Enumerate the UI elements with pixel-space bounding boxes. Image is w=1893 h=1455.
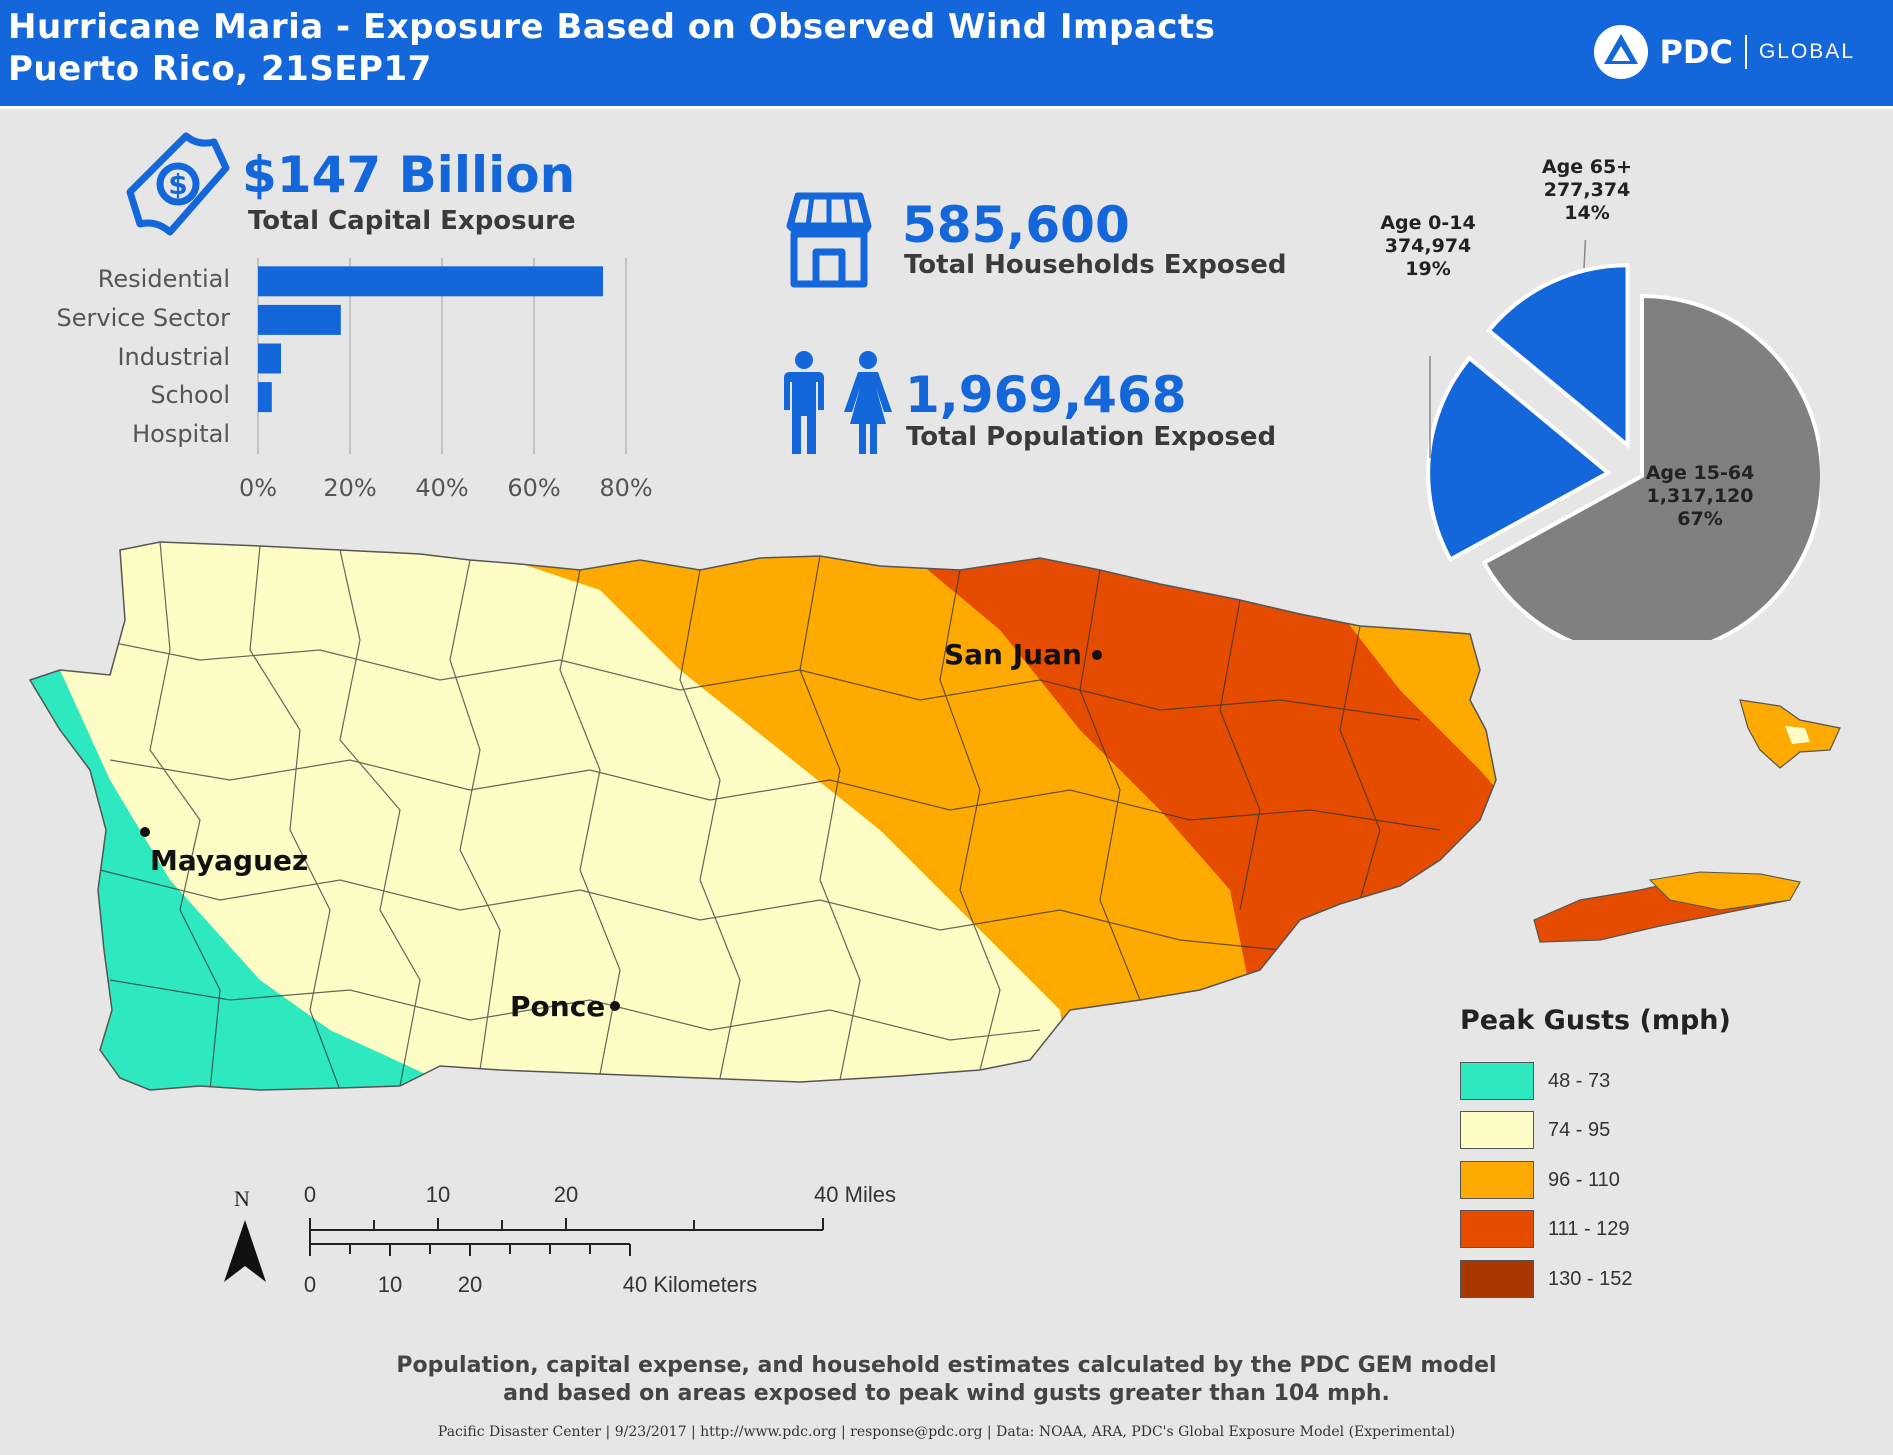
pie-leader-line	[1583, 240, 1587, 269]
wind-exposure-map	[28, 541, 1841, 1091]
city-label-mayaguez: Mayaguez	[150, 844, 309, 877]
legend-swatch	[1460, 1210, 1534, 1248]
logo-pdc-text: PDC	[1659, 33, 1733, 71]
mayaguez-dot	[140, 827, 150, 837]
households-label: Total Households Exposed	[904, 250, 1287, 280]
legend-item: 111 - 129	[1460, 1210, 1630, 1248]
bar-axis-tick-label: 20%	[323, 474, 377, 502]
page-title: Hurricane Maria - Exposure Based on Obse…	[8, 6, 1215, 90]
bar-category-label: Service Sector	[56, 303, 230, 332]
bar-category-label: Residential	[97, 265, 230, 294]
logo-global-text: GLOBAL	[1758, 40, 1855, 63]
scale-km-0: 0	[303, 1272, 317, 1297]
legend-label: 74 - 95	[1548, 1118, 1611, 1141]
bar-school	[258, 382, 272, 413]
bar-industrial	[258, 343, 281, 374]
legend-swatch	[1460, 1260, 1534, 1298]
vieques-east	[1648, 871, 1801, 911]
bar-category-label: Hospital	[132, 419, 230, 448]
legend-swatch	[1460, 1161, 1534, 1199]
scale-miles-0: 0	[303, 1182, 317, 1207]
pie-label-age65: Age 65+ 277,374 14%	[1541, 156, 1633, 224]
scale-miles-40: 40 Miles	[814, 1182, 896, 1207]
bar-category-label: Industrial	[117, 342, 230, 371]
title-line-2: Puerto Rico, 21SEP17	[8, 49, 432, 89]
legend-swatch	[1460, 1062, 1534, 1100]
footer-note-line-1: Population, capital expense, and househo…	[396, 1353, 1497, 1378]
north-arrow-icon	[224, 1220, 266, 1282]
capital-label: Total Capital Exposure	[248, 206, 576, 236]
city-label-san-juan: San Juan	[944, 638, 1082, 671]
bar-service-sector	[258, 304, 341, 335]
capital-value: $147 Billion	[242, 146, 576, 204]
money-bill-icon: $	[126, 132, 230, 236]
pie-chart-plot	[1426, 240, 1820, 640]
scale-km-10: 10	[377, 1272, 403, 1297]
pie-slice-age-65-	[1486, 263, 1630, 450]
zone-48-73	[30, 650, 460, 1090]
culebra-center	[1785, 726, 1810, 744]
puerto-rico-outline	[28, 541, 1497, 1091]
scale-km-40: 40 Kilometers	[622, 1272, 758, 1297]
pie-slice-age-0-14	[1426, 355, 1612, 563]
population-value: 1,969,468	[905, 366, 1187, 424]
bar-axis-tick-label: 80%	[599, 474, 653, 502]
store-icon	[786, 192, 872, 288]
legend-label: 111 - 129	[1548, 1217, 1630, 1240]
legend-label: 48 - 73	[1548, 1069, 1611, 1092]
header-bar: Hurricane Maria - Exposure Based on Obse…	[0, 0, 1893, 109]
bar-axis-tick-label: 60%	[507, 474, 561, 502]
pie-slice-age-15-64	[1481, 293, 1820, 640]
footer-note: Population, capital expense, and househo…	[0, 1352, 1893, 1408]
pie-label-age15-64: Age 15-64 1,317,120 67%	[1645, 462, 1755, 530]
bar-category-label: School	[150, 381, 230, 410]
legend-item: 74 - 95	[1460, 1111, 1610, 1149]
svg-text:$: $	[168, 168, 187, 201]
bar-chart-plot	[257, 258, 627, 454]
people-icon	[784, 351, 892, 454]
bar-axis-tick-label: 40%	[415, 474, 469, 502]
legend-item: 130 - 152	[1460, 1260, 1633, 1298]
households-value: 585,600	[902, 196, 1130, 254]
scale-bar-lines	[309, 1218, 824, 1256]
san-juan-dot	[1092, 650, 1102, 660]
logo-divider	[1744, 35, 1747, 69]
legend-label: 130 - 152	[1548, 1267, 1633, 1290]
legend-swatch	[1460, 1111, 1534, 1149]
municipal-boundaries	[99, 542, 1441, 1090]
legend-title: Peak Gusts (mph)	[1460, 1005, 1731, 1036]
city-label-ponce: Ponce	[510, 990, 606, 1023]
title-line-1: Hurricane Maria - Exposure Based on Obse…	[8, 7, 1216, 47]
ponce-dot	[610, 1001, 620, 1011]
scale-km-20: 20	[457, 1272, 483, 1297]
pdc-logo-icon	[1594, 25, 1649, 79]
legend-label: 96 - 110	[1548, 1168, 1620, 1191]
pdc-logo[interactable]: PDC GLOBAL	[1593, 22, 1855, 82]
north-label: N	[234, 1186, 250, 1211]
bar-residential	[258, 266, 603, 297]
legend-item: 48 - 73	[1460, 1062, 1610, 1100]
scale-miles-10: 10	[425, 1182, 451, 1207]
bar-axis-tick-label: 0%	[238, 474, 278, 502]
pie-label-age0-14: Age 0-14 374,974 19%	[1380, 212, 1476, 280]
legend-item: 96 - 110	[1460, 1161, 1620, 1199]
footer-note-line-2: and based on areas exposed to peak wind …	[503, 1381, 1390, 1406]
population-label: Total Population Exposed	[906, 422, 1277, 452]
scale-miles-20: 20	[553, 1182, 579, 1207]
footer-credits: Pacific Disaster Center | 9/23/2017 | ht…	[437, 1424, 1456, 1440]
